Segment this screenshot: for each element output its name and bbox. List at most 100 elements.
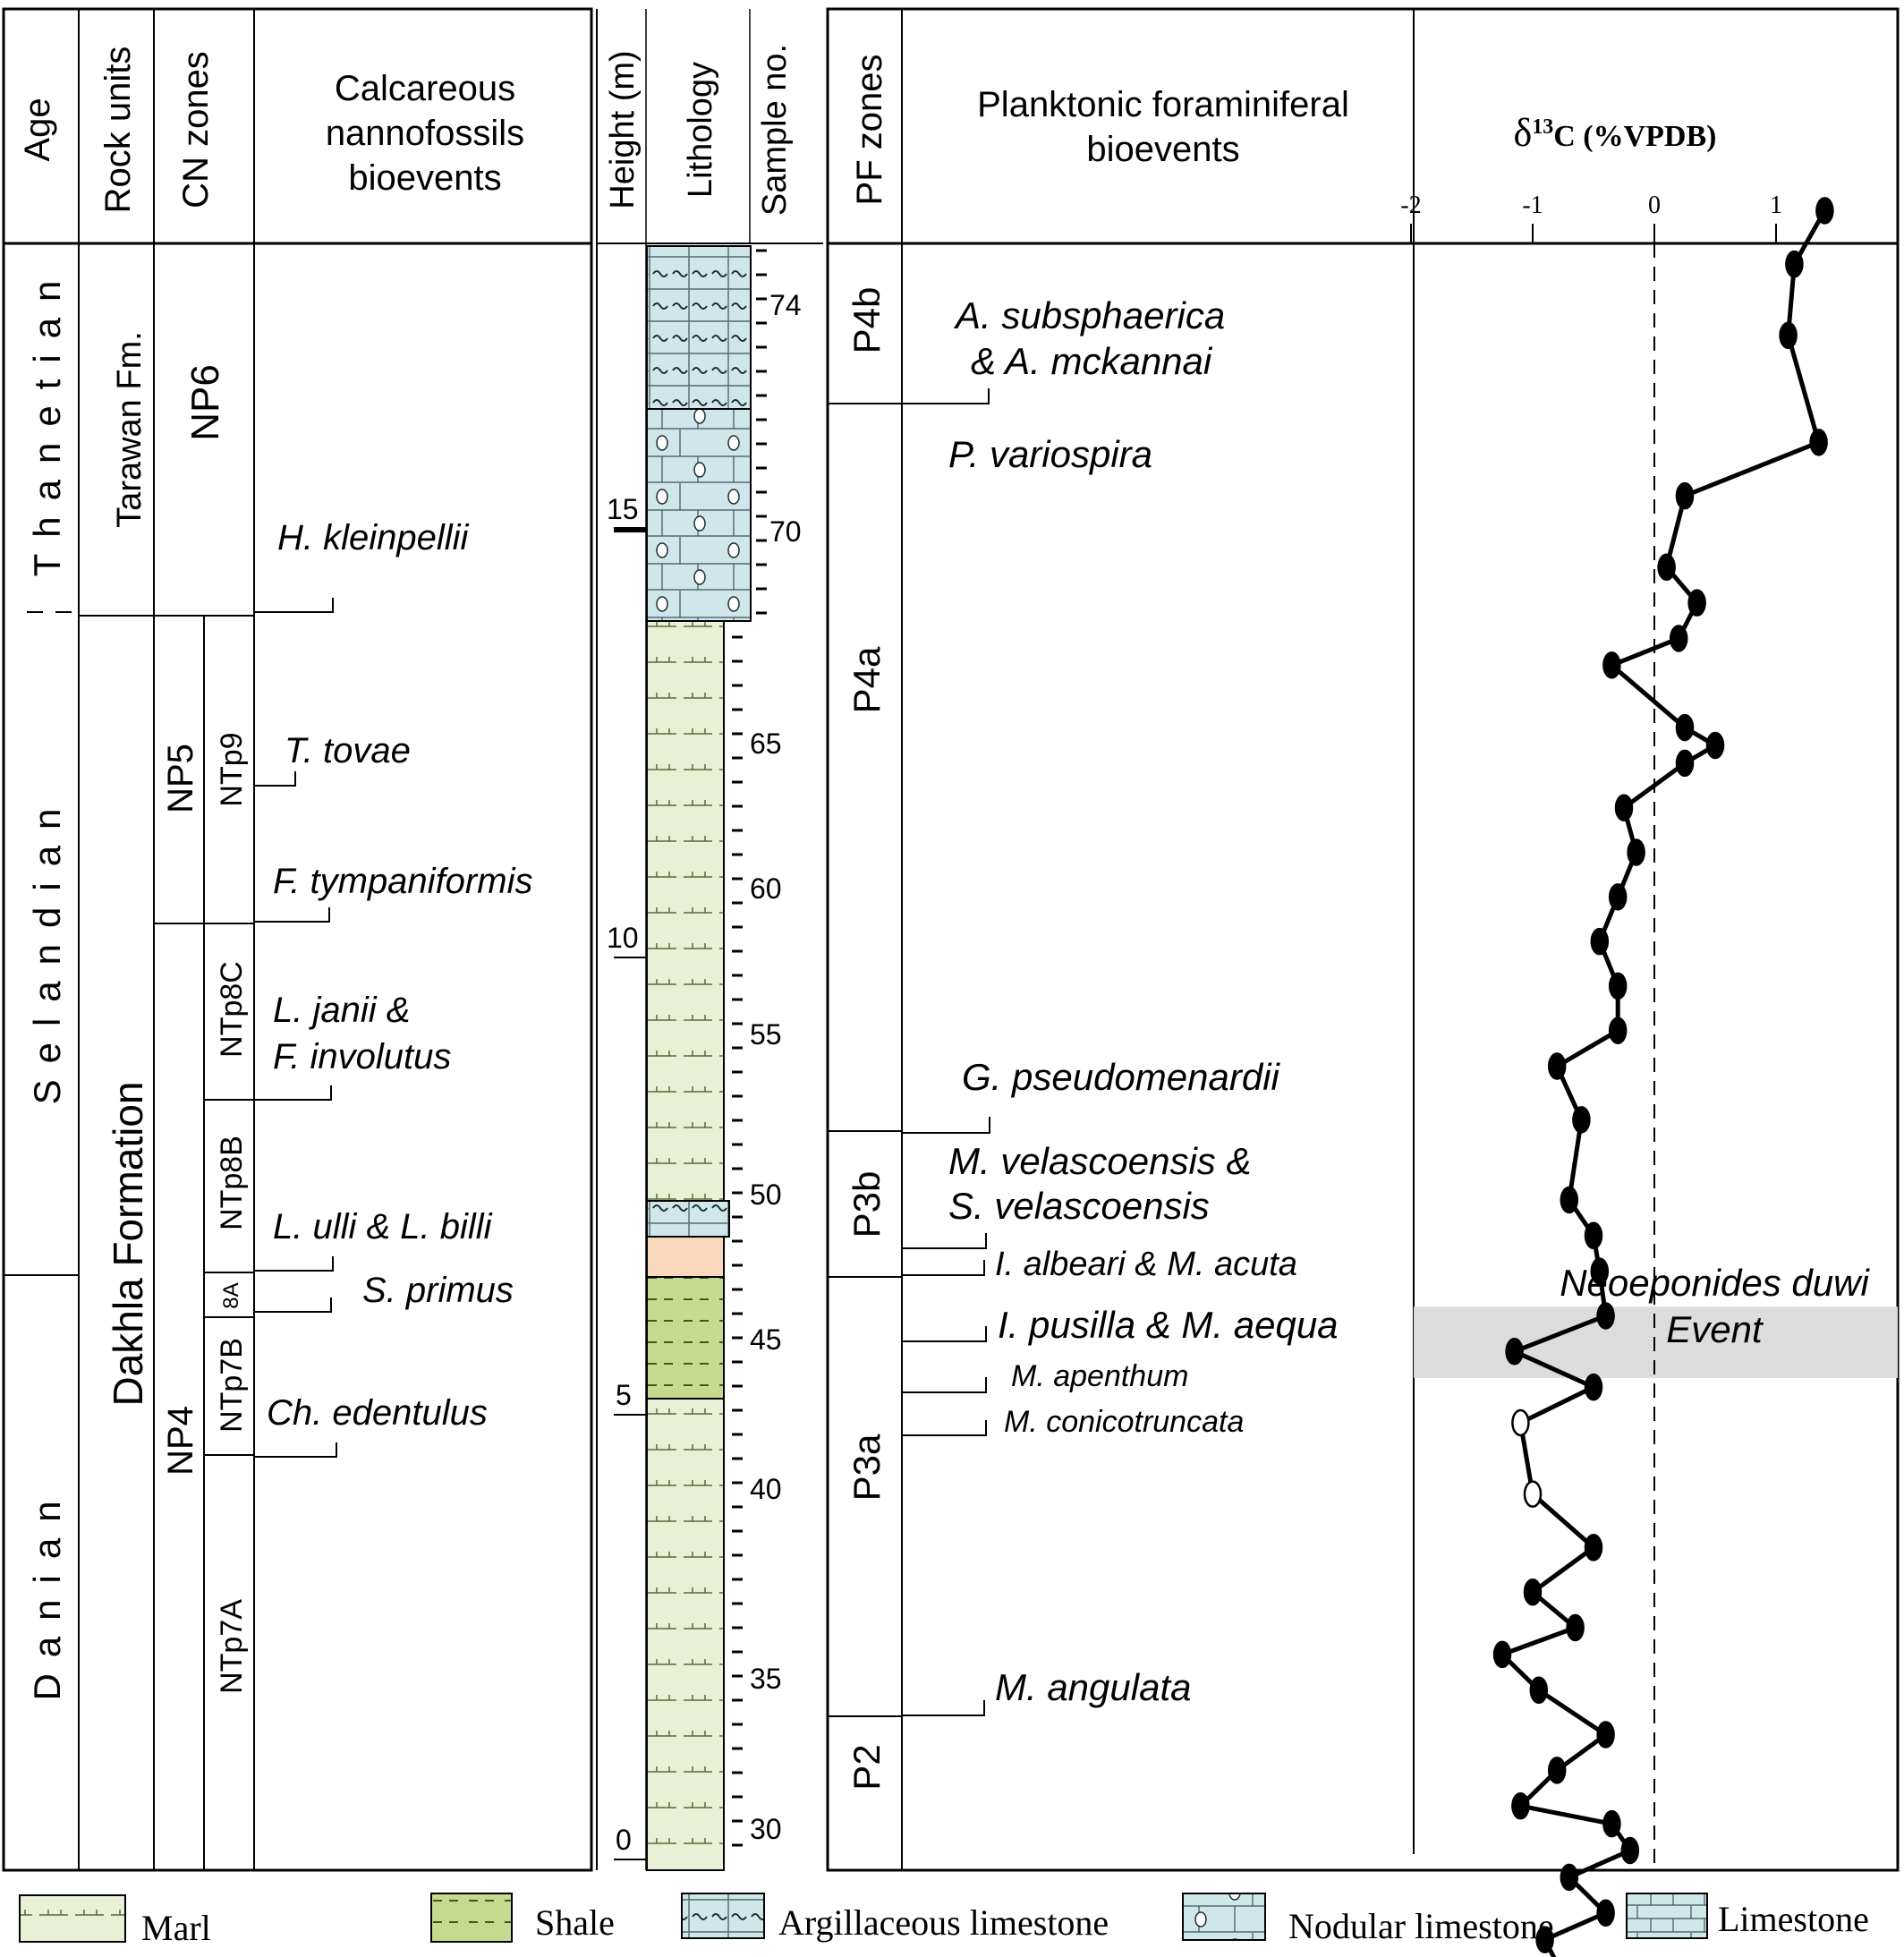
isotope-point-13: [1627, 838, 1645, 866]
sample-label-35: 35: [750, 1663, 782, 1695]
legend-swatch-shale: [430, 1893, 513, 1943]
sample-ticks: [732, 249, 767, 1847]
isotope-point-31: [1492, 1640, 1512, 1669]
header-sample-no: Sample no.: [756, 44, 794, 216]
header-rock-units: Rock units: [98, 47, 138, 214]
x-tick-label-0: -2: [1400, 191, 1421, 219]
age-labels: Thanetian Selandian Danian: [26, 265, 68, 1701]
isotope-point-3: [1809, 429, 1828, 456]
pf-p2: P2: [846, 1744, 888, 1790]
isotope-point-2: [1779, 321, 1798, 350]
cn-ntp9: NTp9: [215, 732, 249, 806]
cn-np5: NP5: [161, 744, 200, 813]
height-tick-labels: 0 5 10 15: [607, 493, 639, 1856]
legend-swatch-limestone: [1626, 1893, 1708, 1939]
pf-event-m-angulata: M. angulata: [995, 1666, 1191, 1708]
litho-nodular: [646, 408, 752, 622]
cn-8a: 8A: [219, 1282, 243, 1308]
pf-event-i-albeari: I. albeari & M. acuta: [995, 1246, 1297, 1283]
isotope-rest: C (%VPDB): [1553, 120, 1716, 153]
cn-bioevent-markers: [254, 598, 337, 1458]
litho-marl-lower: [646, 1398, 725, 1871]
cn-event-t-tovae: T. tovae: [285, 731, 411, 770]
isotope-point-12: [1614, 794, 1634, 821]
isotope-point-38: [1560, 1863, 1579, 1892]
isotope-point-20: [1560, 1186, 1579, 1214]
cn-event-ch-edentulus: Ch. edentulus: [267, 1393, 488, 1433]
isotope-point-6: [1687, 589, 1706, 617]
legend-swatch-marl: [19, 1894, 126, 1943]
isotope-point-40: [1535, 1926, 1554, 1953]
header-isotope: δ13C (%VPDB): [1514, 111, 1717, 155]
pf-event-a-subsphaerica-1: A. subsphaerica: [953, 294, 1225, 336]
isotope-point-21: [1584, 1221, 1603, 1250]
isotope-point-1: [1785, 250, 1804, 278]
isotope-point-37: [1620, 1836, 1640, 1865]
x-tick-label-1: -1: [1522, 191, 1543, 219]
cn-zone-labels: NP6 NP5 NP4 NTp9 NTp8C NTp8B 8A NTp7B NT…: [161, 364, 249, 1694]
header-age: Age: [18, 98, 57, 161]
cn-event-s-primus: S. primus: [362, 1271, 514, 1310]
isotope-point-15: [1590, 927, 1610, 956]
isotope-point-4: [1675, 481, 1695, 510]
isotope-point-22: [1590, 1257, 1610, 1285]
legend-shale: Shale: [535, 1902, 615, 1943]
isotope-point-18: [1547, 1052, 1567, 1080]
cn-event-h-kleinpellii: H. kleinpellii: [277, 518, 470, 557]
lithology-legend: Marl Shale Argillaceous limestone Nodula…: [19, 1893, 1869, 1948]
header-pf-bioevents-2: bioevents: [1086, 130, 1239, 169]
pf-event-i-pusilla: I. pusilla & M. aequa: [998, 1304, 1339, 1346]
isotope-point-5: [1657, 553, 1676, 582]
header-pf-zones: PF zones: [850, 55, 889, 206]
isotope-point-35: [1511, 1791, 1530, 1820]
sample-label-60: 60: [750, 872, 782, 905]
rock-tarawan: Tarawan Fm.: [111, 331, 149, 528]
legend-marl: Marl: [141, 1908, 211, 1948]
header-pf-bioevents-1: Planktonic foraminiferal: [977, 85, 1349, 124]
pf-event-g-pseudomenardii: G. pseudomenardii: [962, 1056, 1281, 1098]
pf-event-m-velascoensis-2: S. velascoensis: [948, 1185, 1210, 1227]
right-panel-frame: [826, 7, 1900, 1872]
isotope-point-16: [1608, 972, 1628, 1000]
header-cn-bioevents-3: bioevents: [348, 158, 501, 198]
isotope-point-33: [1596, 1721, 1615, 1749]
legend-nodular: Nodular limestone: [1288, 1906, 1554, 1946]
pf-event-m-conicotruncata: M. conicotruncata: [1004, 1405, 1244, 1439]
header-cn-zones: CN zones: [176, 51, 216, 208]
height-label-5: 5: [616, 1379, 632, 1411]
sample-label-45: 45: [750, 1323, 782, 1356]
pf-p3a: P3a: [846, 1434, 888, 1501]
isotope-point-9: [1675, 713, 1695, 742]
cn-ntp7a: NTp7A: [215, 1599, 249, 1694]
x-tick-label-2: 0: [1648, 191, 1661, 219]
cn-np4: NP4: [161, 1406, 200, 1476]
cn-event-l-janii-2: F. involutus: [273, 1037, 451, 1076]
legend-swatch-nodular: [1182, 1893, 1266, 1941]
isotope-point-27: [1523, 1480, 1543, 1508]
legend-limestone: Limestone: [1718, 1899, 1869, 1939]
sample-label-70: 70: [769, 515, 802, 548]
cn-ntp8c: NTp8C: [215, 961, 249, 1058]
isotope-sup: 13: [1532, 115, 1553, 139]
isotope-points: [1492, 197, 1834, 1953]
isotope-point-26: [1511, 1408, 1530, 1437]
age-thanetian: Thanetian: [26, 265, 68, 577]
event-band-label-1: Neoeponides duwi: [1560, 1262, 1870, 1304]
isotope-point-10: [1705, 731, 1725, 760]
litho-shale: [646, 1276, 725, 1400]
legend-argillaceous: Argillaceous limestone: [778, 1902, 1109, 1943]
isotope-point-34: [1547, 1757, 1567, 1784]
isotope-point-0: [1815, 197, 1834, 225]
cn-event-l-ulli: L. ulli & L. billi: [273, 1207, 493, 1247]
sample-tick-labels: 30 35 40 45 50 55 60 65 70 74: [750, 289, 802, 1845]
litho-orange-bed: [646, 1236, 725, 1278]
left-panel-frame: [2, 7, 593, 1872]
pf-event-m-velascoensis-1: M. velascoensis &: [948, 1140, 1251, 1182]
pf-p4b: P4b: [846, 287, 888, 354]
header-height: Height (m): [604, 50, 642, 208]
isotope-point-24: [1505, 1338, 1524, 1366]
sample-label-74: 74: [769, 289, 802, 321]
litho-argillaceous-top: [646, 245, 752, 410]
isotope-point-32: [1529, 1676, 1549, 1705]
sample-label-40: 40: [750, 1473, 782, 1505]
